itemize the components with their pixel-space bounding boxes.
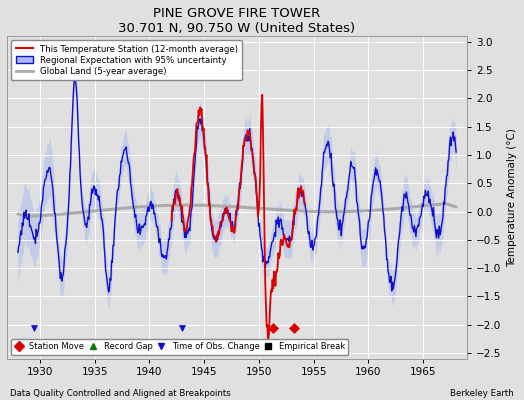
Text: Data Quality Controlled and Aligned at Breakpoints: Data Quality Controlled and Aligned at B… [10,389,231,398]
Title: PINE GROVE FIRE TOWER
30.701 N, 90.750 W (United States): PINE GROVE FIRE TOWER 30.701 N, 90.750 W… [118,7,356,35]
Y-axis label: Temperature Anomaly (°C): Temperature Anomaly (°C) [507,128,517,267]
Text: Berkeley Earth: Berkeley Earth [450,389,514,398]
Legend: Station Move, Record Gap, Time of Obs. Change, Empirical Break: Station Move, Record Gap, Time of Obs. C… [11,339,348,354]
